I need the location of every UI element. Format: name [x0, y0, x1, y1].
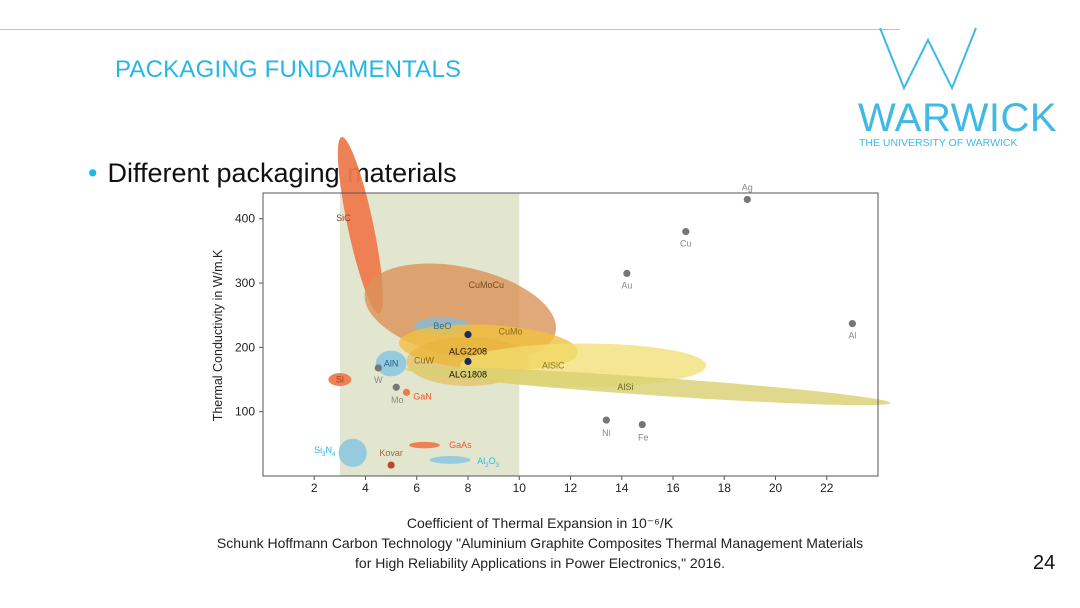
region-label-cumocu: CuMoCu — [469, 280, 505, 290]
page-number: 24 — [1033, 552, 1056, 574]
point-ni — [602, 416, 610, 424]
y-tick-label: 400 — [235, 212, 255, 226]
x-tick-label: 6 — [413, 481, 420, 495]
point-fe — [638, 420, 646, 429]
point-label-gan: GaN — [413, 391, 432, 401]
point-label-fe: Fe — [638, 433, 649, 443]
point-ag — [743, 195, 751, 204]
region-gaas — [409, 441, 440, 449]
citation-line-2: for High Reliability Applications in Pow… — [355, 555, 725, 571]
point-label-mo: Mo — [391, 395, 404, 405]
point-kovar — [387, 461, 395, 469]
x-axis-title: Coefficient of Thermal Expansion in 10⁻⁶… — [406, 515, 674, 531]
logo-wordmark: WARWICK — [858, 96, 1058, 140]
point-layer: Ag Cu Au Al Ni Fe W Mo GaN Kovar ALG2208 ALG1808 — [374, 182, 856, 469]
point-gan — [402, 388, 411, 396]
point-alg1808 — [464, 357, 472, 366]
x-tick-label: 10 — [513, 481, 527, 495]
point-label-ni: Ni — [602, 428, 611, 438]
x-tick-label: 2 — [311, 481, 318, 495]
x-tick-label: 14 — [615, 481, 629, 495]
point-w — [374, 364, 382, 372]
slide-title: PACKAGING FUNDAMENTALS — [115, 56, 462, 83]
point-label-cu: Cu — [680, 239, 692, 249]
x-tick-label: 4 — [362, 481, 369, 495]
point-label-alg1808: ALG1808 — [449, 370, 487, 380]
citation-line-1: Schunk Hoffmann Carbon Technology "Alumi… — [216, 535, 864, 551]
region-si — [328, 373, 352, 386]
point-cu — [682, 227, 690, 236]
point-au — [623, 269, 631, 277]
point-mo — [392, 383, 400, 391]
region-label-beo: BeO — [433, 321, 451, 331]
logo-subtitle: THE UNIVERSITY OF WARWICK — [859, 137, 1018, 149]
region-label-alsi: AlSi — [617, 382, 633, 392]
x-tick-label: 20 — [769, 481, 783, 495]
point-label-w: W — [374, 375, 383, 385]
x-tick-label: 12 — [564, 481, 578, 495]
x-tick-label: 18 — [718, 481, 732, 495]
region-label-cuw: CuW — [414, 356, 435, 366]
point-label-alg2208: ALG2208 — [449, 347, 487, 357]
region-label-aln: AlN — [384, 358, 399, 368]
point-label-kovar: Kovar — [379, 448, 403, 458]
region-si3n4 — [338, 438, 367, 467]
region-label-alsic: AlSiC — [542, 360, 565, 370]
bullet-text: Different packaging materials — [107, 158, 457, 188]
point-al — [848, 319, 856, 328]
bullet-dot-icon: • — [88, 158, 98, 188]
point-label-ag: Ag — [742, 182, 753, 192]
y-tick-label: 300 — [235, 276, 255, 290]
point-label-au: Au — [621, 280, 632, 290]
region-label-sic: SiC — [336, 213, 351, 223]
region-al2o3 — [429, 456, 471, 464]
x-tick-label: 16 — [666, 481, 680, 495]
region-label-cumo: CuMo — [498, 326, 522, 336]
region-label-si: Si — [336, 375, 344, 385]
x-tick-label: 8 — [465, 481, 472, 495]
warwick-logo: WARWICK THE UNIVERSITY OF WARWICK — [852, 26, 1057, 156]
region-aln — [375, 350, 407, 377]
point-alg2208 — [464, 330, 472, 339]
region-sic — [337, 137, 383, 314]
x-tick-label: 22 — [820, 481, 834, 495]
region-label-al2o3: Al2O3 — [477, 456, 499, 469]
y-axis-title: Thermal Conductivity in W/m.K — [211, 249, 225, 421]
bullet-item: • Different packaging materials — [88, 158, 457, 189]
warwick-w-mark-icon — [879, 27, 977, 91]
axis-layer: 2 4 6 8 10 12 14 16 18 20 22 100 200 300 400 Thermal Co… — [211, 212, 834, 495]
y-tick-label: 200 — [235, 340, 255, 354]
y-tick-label: 100 — [235, 405, 255, 419]
region-label-si3n4: Si3N4 — [314, 445, 336, 458]
header-divider-line — [0, 29, 900, 30]
region-label-gaas: GaAs — [449, 440, 472, 450]
region-alsi — [404, 366, 891, 406]
point-label-al: Al — [848, 331, 856, 341]
